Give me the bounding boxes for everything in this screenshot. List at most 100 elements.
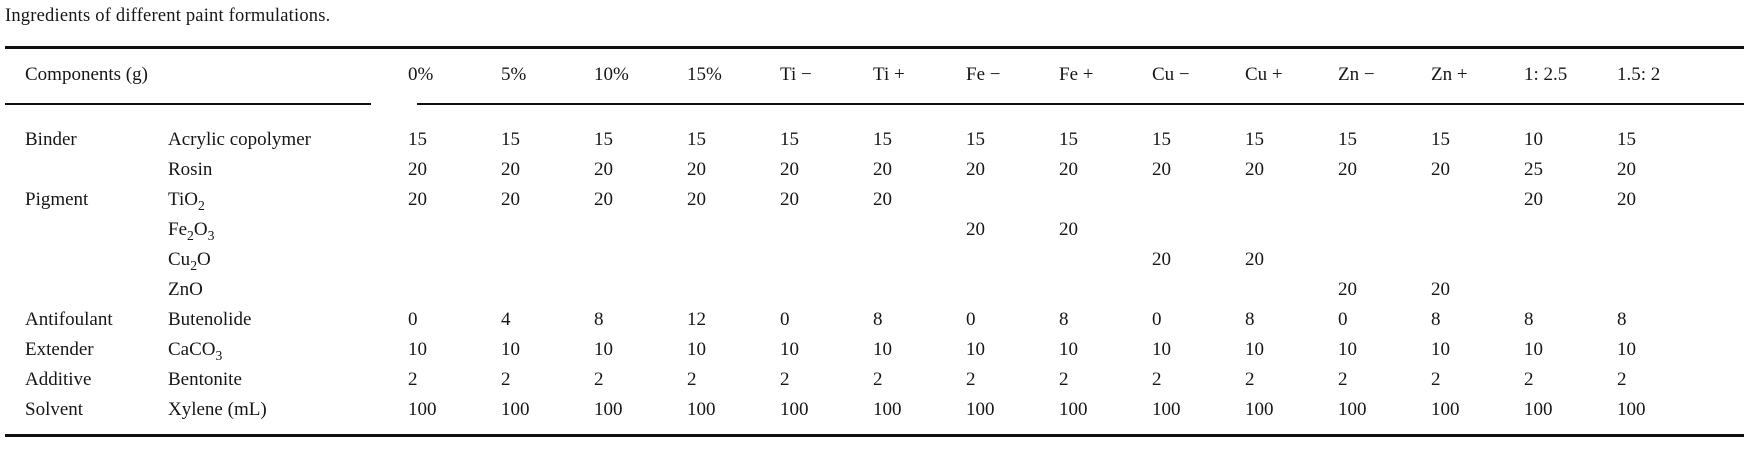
component-cell: CaCO3: [168, 339, 223, 363]
category-cell: [5, 245, 148, 275]
column-header: Ti +: [873, 63, 905, 85]
value-cell: 100: [1431, 399, 1460, 420]
value-cell: 100: [1245, 399, 1274, 420]
value-cell: 8: [873, 309, 883, 330]
value-cell: 100: [1524, 399, 1553, 420]
column-header: 1: 2.5: [1524, 63, 1568, 85]
value-cell: [946, 185, 1039, 215]
value-cell: 2: [873, 369, 883, 390]
table-row: Antifoulant Butenolide 0 4 8 12 0 8 0 8 0 8 0 8 8 8: [5, 305, 1745, 335]
value-cell: 15: [1617, 129, 1636, 150]
value-cell: 2: [1245, 369, 1255, 390]
value-cell: 15: [501, 129, 520, 150]
value-cell: 20: [1152, 249, 1171, 270]
value-cell: 15: [873, 129, 892, 150]
value-cell: [481, 245, 574, 275]
value-cell: 10: [1431, 339, 1450, 360]
category-cell: Binder: [25, 129, 77, 150]
value-cell: 2: [501, 369, 511, 390]
value-cell: [667, 245, 760, 275]
value-cell: 20: [408, 189, 427, 210]
value-cell: [853, 275, 946, 305]
value-cell: 0: [1338, 309, 1348, 330]
table-row: ZnO 20 20: [5, 275, 1745, 305]
column-header: 10%: [594, 63, 629, 85]
value-cell: 8: [1245, 309, 1255, 330]
value-cell: [1132, 275, 1225, 305]
value-cell: 0: [780, 309, 790, 330]
category-cell: Additive: [25, 369, 92, 390]
value-cell: [946, 245, 1039, 275]
value-cell: [1411, 185, 1504, 215]
value-cell: 20: [594, 159, 613, 180]
value-cell: [1597, 215, 1690, 245]
value-cell: 20: [1152, 159, 1171, 180]
value-cell: [1318, 245, 1411, 275]
value-cell: 20: [687, 189, 706, 210]
table-row: Cu2O 20 20: [5, 245, 1745, 275]
column-header: Zn +: [1431, 63, 1468, 85]
row-filler: [1690, 155, 1745, 185]
value-cell: [853, 215, 946, 245]
value-cell: 0: [966, 309, 976, 330]
value-cell: [760, 275, 853, 305]
value-cell: [1132, 215, 1225, 245]
value-cell: 20: [1245, 159, 1264, 180]
row-filler: [1690, 395, 1745, 425]
value-cell: 20: [408, 159, 427, 180]
value-cell: 20: [1431, 279, 1450, 300]
value-cell: 2: [687, 369, 697, 390]
table-row: Fe2O3 20 20: [5, 215, 1745, 245]
value-cell: 15: [1338, 129, 1357, 150]
column-header: 5%: [501, 63, 527, 85]
value-cell: 10: [780, 339, 799, 360]
value-cell: 25: [1524, 159, 1543, 180]
value-cell: 8: [594, 309, 604, 330]
value-cell: 100: [687, 399, 716, 420]
value-cell: 100: [501, 399, 530, 420]
value-cell: [574, 275, 667, 305]
value-cell: [1597, 245, 1690, 275]
header-row: Components (g) 0% 5% 10% 15% Ti − Ti + Fe − Fe …: [5, 46, 1745, 109]
value-cell: 20: [1338, 159, 1357, 180]
component-cell: Acrylic copolymer: [168, 129, 311, 150]
value-cell: 100: [408, 399, 437, 420]
value-cell: [388, 215, 481, 245]
value-cell: [1504, 245, 1597, 275]
category-cell: [5, 155, 148, 185]
value-cell: 15: [1059, 129, 1078, 150]
value-cell: 20: [1059, 159, 1078, 180]
value-cell: 15: [594, 129, 613, 150]
value-cell: 2: [1617, 369, 1627, 390]
value-cell: 10: [1245, 339, 1264, 360]
components-header: Components (g): [25, 63, 148, 85]
value-cell: [1504, 215, 1597, 245]
value-cell: 20: [1245, 249, 1264, 270]
value-cell: 15: [1152, 129, 1171, 150]
component-cell: Cu2O: [168, 249, 211, 273]
component-cell: TiO2: [168, 189, 205, 213]
value-cell: [760, 215, 853, 245]
value-cell: 20: [594, 189, 613, 210]
header-rule-left: [5, 103, 371, 105]
value-cell: [667, 215, 760, 245]
value-cell: 20: [966, 219, 985, 240]
row-filler: [1690, 305, 1745, 335]
value-cell: 8: [1431, 309, 1441, 330]
value-cell: 15: [408, 129, 427, 150]
table-row: Additive Bentonite 2 2 2 2 2 2 2 2 2 2 2 2 2 2: [5, 365, 1745, 395]
row-filler: [1690, 365, 1745, 395]
value-cell: [388, 245, 481, 275]
value-cell: 0: [1152, 309, 1162, 330]
value-cell: 2: [1059, 369, 1069, 390]
value-cell: 10: [687, 339, 706, 360]
value-cell: [574, 215, 667, 245]
table-row: Rosin 20 20 20 20 20 20 20 20 20 20 20 20 25 20: [5, 155, 1745, 185]
value-cell: [1039, 185, 1132, 215]
value-cell: 100: [1338, 399, 1367, 420]
value-cell: 8: [1059, 309, 1069, 330]
value-cell: 100: [594, 399, 623, 420]
value-cell: 15: [780, 129, 799, 150]
value-cell: 20: [1617, 159, 1636, 180]
component-cell: Bentonite: [168, 369, 242, 390]
